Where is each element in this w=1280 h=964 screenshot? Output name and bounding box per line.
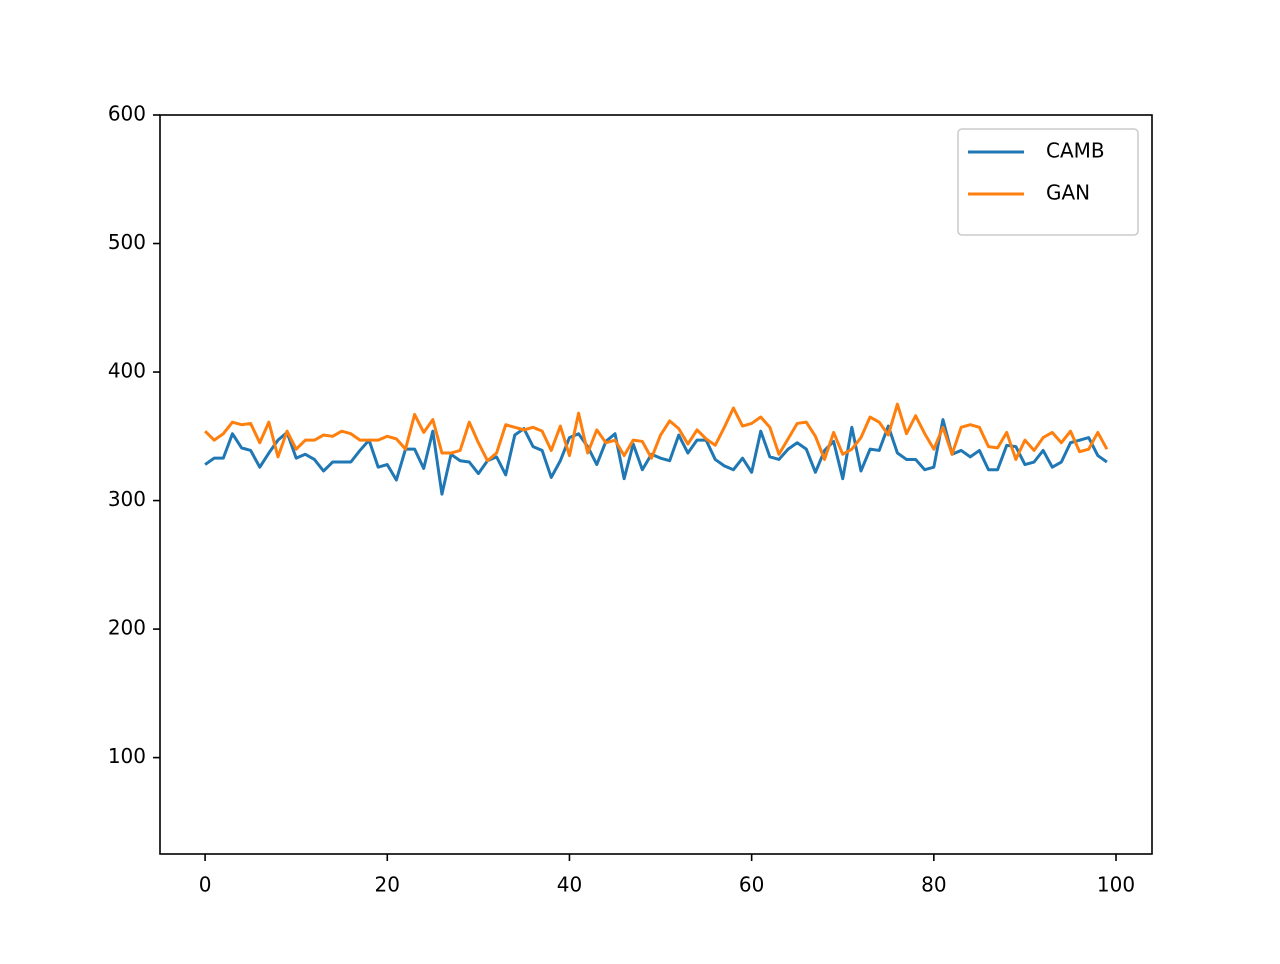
legend-label: CAMB (1046, 139, 1105, 163)
legend-box (957, 128, 1139, 236)
y-tick-label: 300 (108, 487, 146, 511)
x-tick-label: 100 (1097, 873, 1135, 897)
line-series (204, 418, 1108, 496)
line-series (204, 402, 1109, 463)
x-tick-label: 20 (375, 873, 400, 897)
y-tick-label: 400 (108, 359, 146, 383)
legend-label: GAN (1046, 181, 1090, 205)
plot-frame (159, 114, 1153, 855)
x-tick-label: 0 (199, 873, 212, 897)
y-tick-label: 600 (108, 102, 146, 126)
y-tick-label: 200 (108, 616, 146, 640)
y-tick-label: 100 (108, 744, 146, 768)
x-tick-label: 80 (921, 873, 946, 897)
x-tick-label: 60 (739, 873, 764, 897)
x-tick-label: 40 (557, 873, 582, 897)
y-tick-label: 500 (108, 230, 146, 254)
